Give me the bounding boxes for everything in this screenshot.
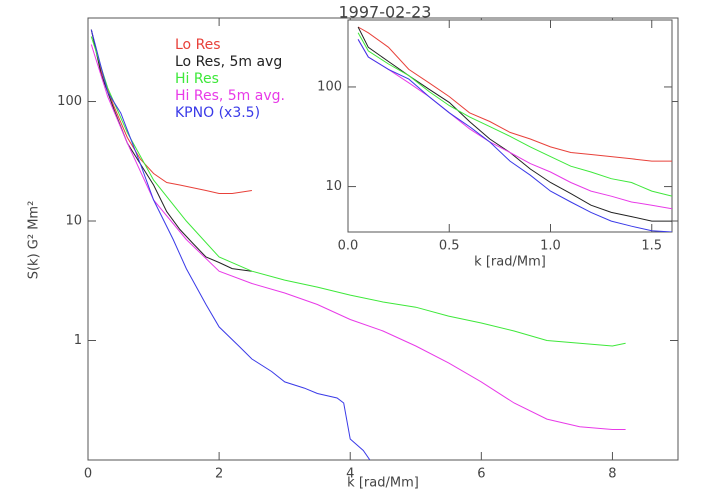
chart-title: 1997-02-23 [339, 3, 432, 22]
legend-label: Hi Res [175, 71, 219, 87]
series-line [357, 26, 672, 162]
legend-label: Lo Res [175, 37, 221, 53]
series-line [90, 36, 626, 347]
x-tick-label: 0.5 [439, 239, 460, 254]
y-axis-label: S(k) G² Mm² [27, 201, 42, 280]
x-tick-label: 2 [215, 467, 223, 482]
x-tick-label: 0 [84, 467, 92, 482]
series-line [357, 39, 672, 232]
y-tick-label: 10 [65, 214, 82, 229]
x-tick-label: 8 [608, 467, 616, 482]
series-group [357, 26, 672, 232]
y-tick-label: 100 [57, 94, 82, 109]
x-tick-label: 6 [477, 467, 485, 482]
x-tick-label: 0.0 [338, 239, 359, 254]
x-tick-label: 4 [346, 467, 354, 482]
legend-label: Lo Res, 5m avg [175, 54, 282, 70]
x-axis-label: k [rad/Mm] [474, 255, 546, 270]
plot-frame [347, 19, 673, 233]
series-line [357, 39, 672, 210]
x-tick-label: 1.0 [540, 239, 561, 254]
series-line [90, 29, 252, 272]
y-tick-label: 1 [74, 333, 82, 348]
y-tick-label: 10 [325, 179, 342, 194]
series-line [90, 29, 371, 460]
series-line [357, 32, 672, 197]
inset-background [348, 20, 672, 232]
y-tick-label: 100 [317, 79, 342, 94]
legend-label: KPNO (x3.5) [175, 105, 260, 121]
x-tick-label: 1.5 [641, 239, 662, 254]
series-line [90, 29, 252, 194]
legend-label: Hi Res, 5m avg. [175, 88, 285, 104]
series-group [90, 29, 626, 460]
plot-frame [87, 17, 679, 461]
x-axis-label: k [rad/Mm] [347, 476, 419, 491]
